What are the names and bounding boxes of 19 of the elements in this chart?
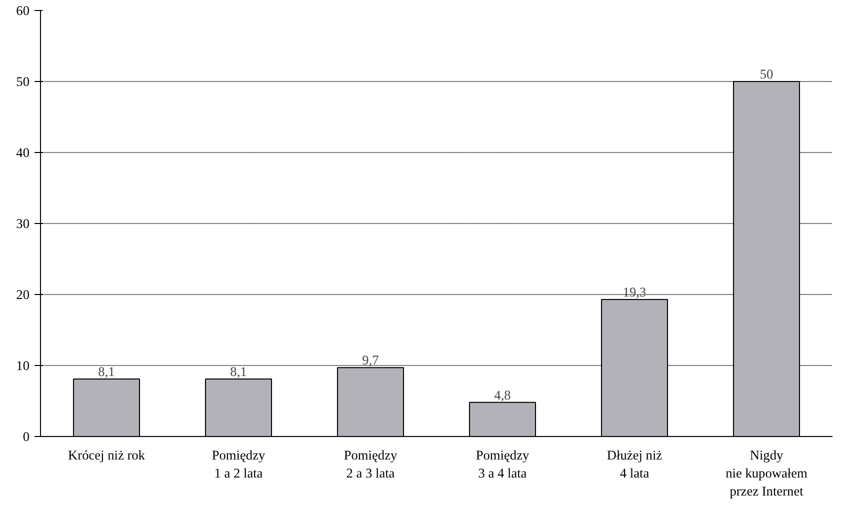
data-label: 19,3 bbox=[622, 284, 646, 300]
data-label: 8,1 bbox=[98, 364, 115, 379]
x-tick-label: Krócej niż rok bbox=[68, 448, 146, 462]
y-tick-label: 10 bbox=[16, 358, 30, 373]
x-tick-label: Nigdy nie kupowałem przez Internet bbox=[726, 448, 808, 498]
x-tick-label: Dłużej niż 4 lata bbox=[606, 448, 662, 480]
y-tick-label: 40 bbox=[16, 145, 30, 160]
x-tick-label: Pomiędzy 3 a 4 lata bbox=[476, 448, 530, 480]
data-label: 50 bbox=[760, 66, 774, 82]
y-tick-label: 0 bbox=[22, 429, 30, 444]
data-label: 8,1 bbox=[230, 364, 247, 379]
data-label: 4,8 bbox=[494, 387, 512, 402]
y-tick-label: 50 bbox=[16, 74, 30, 89]
y-tick-label: 60 bbox=[16, 3, 30, 18]
x-tick-label: Pomiędzy 2 a 3 lata bbox=[344, 448, 398, 480]
y-tick-label: 30 bbox=[16, 216, 30, 231]
x-tick-label: Pomiędzy 1 a 2 lata bbox=[212, 448, 266, 480]
data-label: 9,7 bbox=[362, 352, 380, 368]
y-tick-label: 20 bbox=[16, 287, 30, 302]
